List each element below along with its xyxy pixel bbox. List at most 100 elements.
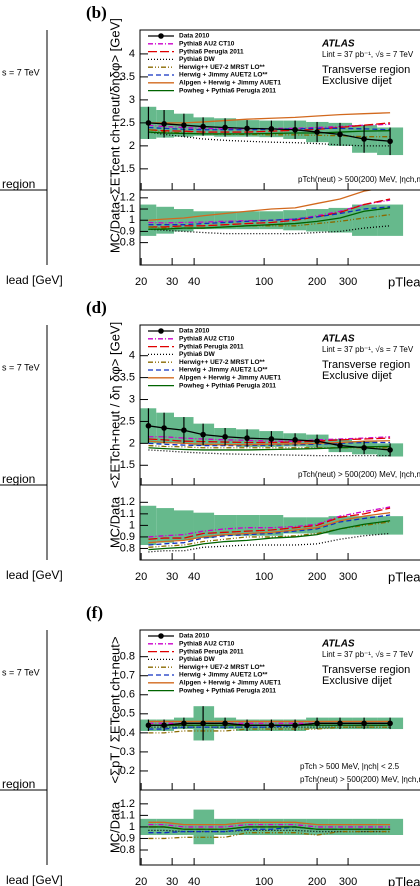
- axes-frame: [139, 484, 420, 561]
- plot-area: [140, 505, 404, 553]
- y-tick-label: 0.8: [120, 651, 135, 663]
- y-tick-label: 1: [129, 821, 135, 833]
- atlas-text: Lint = 37 pb⁻¹, √s = 7 TeV: [322, 345, 414, 354]
- data-point: [314, 129, 320, 135]
- y-tick-label: 0.9: [120, 531, 135, 543]
- plot-area: [140, 809, 404, 845]
- legend-label: Herwig + Jimmy AUET2 LO**: [179, 72, 268, 79]
- x-tick-label: 20: [135, 276, 147, 288]
- y-tick-label: 1: [129, 519, 135, 531]
- mc-line: [148, 213, 391, 229]
- y-tick-label: 0.7: [120, 670, 135, 682]
- data-point: [161, 425, 167, 431]
- data-line: [148, 122, 391, 142]
- x-axis-label: pTlead [GeV]: [388, 569, 420, 584]
- mc-line: [148, 130, 391, 135]
- ratio-band: [193, 211, 215, 230]
- legend-swatch: [158, 328, 164, 334]
- data-point: [161, 722, 167, 729]
- legend-label: Powheg + Pythia6 Perugia 2011: [179, 687, 276, 694]
- y-tick-label: 4: [129, 350, 135, 362]
- legend-label: Alpgen + Herwig + Jimmy AUET1: [179, 80, 281, 87]
- y-tick-label: 1.1: [120, 809, 135, 821]
- y-axis-label: MC/Data: [107, 496, 122, 548]
- legend-label: Pythia6 Perugia 2011: [179, 343, 244, 350]
- atlas-text: Exclusive dijet: [322, 675, 392, 687]
- legend-label: Pythia6 DW: [179, 656, 216, 663]
- data-line: [148, 722, 391, 726]
- ratio-band: [140, 505, 157, 545]
- data-point: [387, 447, 393, 453]
- ratio-band: [193, 512, 215, 539]
- data-point: [292, 722, 298, 729]
- data-point: [222, 720, 228, 727]
- ratio-band: [236, 211, 260, 230]
- y-tick-label: 2.5: [120, 415, 135, 427]
- data-point: [292, 126, 298, 133]
- x-tick-label: 30: [166, 876, 178, 886]
- axes-frame: [139, 789, 420, 866]
- legend-swatch: [158, 633, 164, 639]
- data-point: [337, 720, 343, 727]
- y-tick-label: 1.5: [120, 163, 135, 175]
- ratio-band: [214, 818, 237, 835]
- ratio-band: [377, 204, 404, 236]
- cut-text: pTch(neut) > 500(200) MeV, |ηch,neut| < …: [300, 775, 420, 784]
- mc-line: [148, 726, 391, 734]
- data-point: [268, 722, 275, 729]
- data-point: [181, 427, 187, 434]
- legend-label: Pythia6 Perugia 2011: [179, 648, 244, 655]
- x-tick-label: 30: [166, 276, 178, 288]
- data-point: [244, 435, 250, 441]
- y-axis-label: MC/Data: [107, 201, 122, 253]
- atlas-text: ATLAS: [321, 639, 355, 650]
- cut-text: pTch(neut) > 500(200) MeV, |ηch,neut| < …: [298, 175, 420, 184]
- left-partial-axes: [0, 30, 48, 865]
- ratio-band: [214, 515, 237, 536]
- mc-line: [148, 506, 391, 538]
- data-point: [387, 138, 393, 145]
- y-axis-label: <ΣpT / ΣETcent ch+neut>: [107, 636, 122, 783]
- data-point: [361, 136, 367, 142]
- y-tick-label: 0.9: [120, 832, 135, 844]
- x-tick-label: 100: [255, 276, 273, 288]
- atlas-text: Exclusive dijet: [322, 75, 392, 87]
- x-axis-label: pTlead [GeV]: [388, 874, 420, 886]
- data-point: [161, 120, 167, 127]
- y-tick-label: 0.9: [120, 225, 135, 237]
- mc-line: [148, 436, 391, 442]
- data-point: [145, 120, 152, 126]
- cut-text: pTch(neut) > 500(200) MeV, |ηch,neut| < …: [298, 470, 420, 479]
- y-tick-label: 1.2: [120, 496, 135, 508]
- data-point: [268, 126, 275, 132]
- x-tick-label: 20: [135, 571, 147, 583]
- y-tick-label: 0.2: [120, 765, 135, 777]
- legend-label: Pythia8 AU2 CT10: [179, 336, 235, 343]
- fragment-text: region: [2, 177, 35, 191]
- data-point: [361, 444, 367, 451]
- mc-line: [148, 532, 391, 553]
- legend-label: Pythia8 AU2 CT10: [179, 41, 235, 48]
- fragment-text: s = 7 TeV: [2, 67, 40, 77]
- y-tick-label: 0.5: [120, 708, 135, 720]
- fragment-text: lead [GeV]: [6, 873, 63, 886]
- data-point: [292, 437, 298, 443]
- legend-label: Pythia6 DW: [179, 351, 216, 358]
- data-point: [337, 131, 343, 138]
- legend-swatch: [158, 33, 164, 39]
- fragment-text: region: [2, 472, 35, 486]
- mc-line: [148, 445, 391, 451]
- legend-label: Pythia6 DW: [179, 56, 216, 63]
- fragment-text: lead [GeV]: [6, 568, 63, 582]
- legend-label: Alpgen + Herwig + Jimmy AUET1: [179, 375, 281, 382]
- ratio-band: [352, 516, 378, 535]
- atlas-text: Transverse region: [322, 359, 410, 371]
- mc-line: [148, 199, 391, 224]
- atlas-text: Lint = 37 pb⁻¹, √s = 7 TeV: [322, 50, 414, 59]
- ratio-band: [173, 510, 194, 541]
- mc-line: [148, 198, 391, 228]
- mc-line: [148, 129, 391, 138]
- data-point: [244, 722, 250, 729]
- y-axis-label: MC/Data: [107, 801, 122, 853]
